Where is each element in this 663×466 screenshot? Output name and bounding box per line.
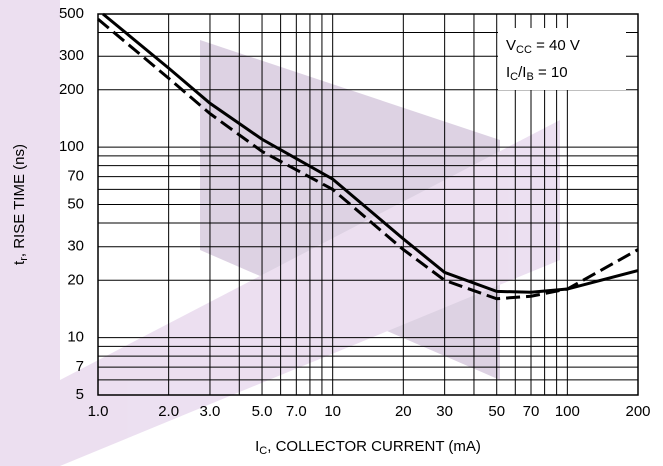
x-tick-label: 10 bbox=[324, 403, 341, 420]
text-part: = 10 bbox=[534, 64, 568, 81]
annotation: VCC = 40 V bbox=[506, 37, 580, 56]
text-part: t bbox=[11, 260, 28, 265]
x-tick-label: 2.0 bbox=[158, 403, 179, 420]
subscript: r bbox=[18, 257, 30, 261]
y-tick-label: 20 bbox=[67, 271, 84, 288]
y-axis-label: tr, RISE TIME (ns) bbox=[11, 144, 30, 265]
y-tick-label: 5 bbox=[76, 386, 84, 403]
y-tick-label: 10 bbox=[67, 329, 84, 346]
y-tick-label: 7 bbox=[76, 358, 84, 375]
x-tick-label: 30 bbox=[436, 403, 453, 420]
text-part: V bbox=[506, 37, 516, 54]
subscript: CC bbox=[516, 44, 532, 56]
x-axis-label: IC, COLLECTOR CURRENT (mA) bbox=[255, 438, 481, 457]
y-tick-label: 70 bbox=[67, 168, 84, 185]
x-tick-label: 50 bbox=[488, 403, 505, 420]
x-tick-label: 200 bbox=[625, 403, 650, 420]
x-tick-label: 7.0 bbox=[286, 403, 307, 420]
text-part: I bbox=[255, 438, 259, 455]
y-tick-label: 200 bbox=[59, 81, 84, 98]
x-tick-label: 20 bbox=[395, 403, 412, 420]
text-part: I bbox=[506, 64, 510, 81]
subscript: B bbox=[526, 71, 533, 83]
y-tick-label: 50 bbox=[67, 195, 84, 212]
text-part: , COLLECTOR CURRENT (mA) bbox=[267, 438, 481, 455]
y-tick-label: 100 bbox=[59, 138, 84, 155]
text-part: /I bbox=[518, 64, 526, 81]
x-tick-label: 5.0 bbox=[252, 403, 273, 420]
y-tick-label: 500 bbox=[59, 5, 84, 22]
y-tick-label: 300 bbox=[59, 47, 84, 64]
annotation-box bbox=[498, 28, 626, 90]
x-tick-label: 1.0 bbox=[88, 403, 109, 420]
subscript: C bbox=[259, 445, 267, 457]
text-part: = 40 V bbox=[532, 37, 580, 54]
x-tick-label: 70 bbox=[523, 403, 540, 420]
subscript: C bbox=[510, 71, 518, 83]
annotation: IC/IB = 10 bbox=[506, 64, 568, 83]
line-series bbox=[102, 12, 639, 294]
y-tick-label: 30 bbox=[67, 238, 84, 255]
text-part: , RISE TIME (ns) bbox=[11, 144, 28, 257]
x-tick-label: 100 bbox=[555, 403, 580, 420]
watermark bbox=[0, 0, 560, 466]
x-tick-label: 3.0 bbox=[200, 403, 221, 420]
line-series bbox=[97, 17, 639, 301]
